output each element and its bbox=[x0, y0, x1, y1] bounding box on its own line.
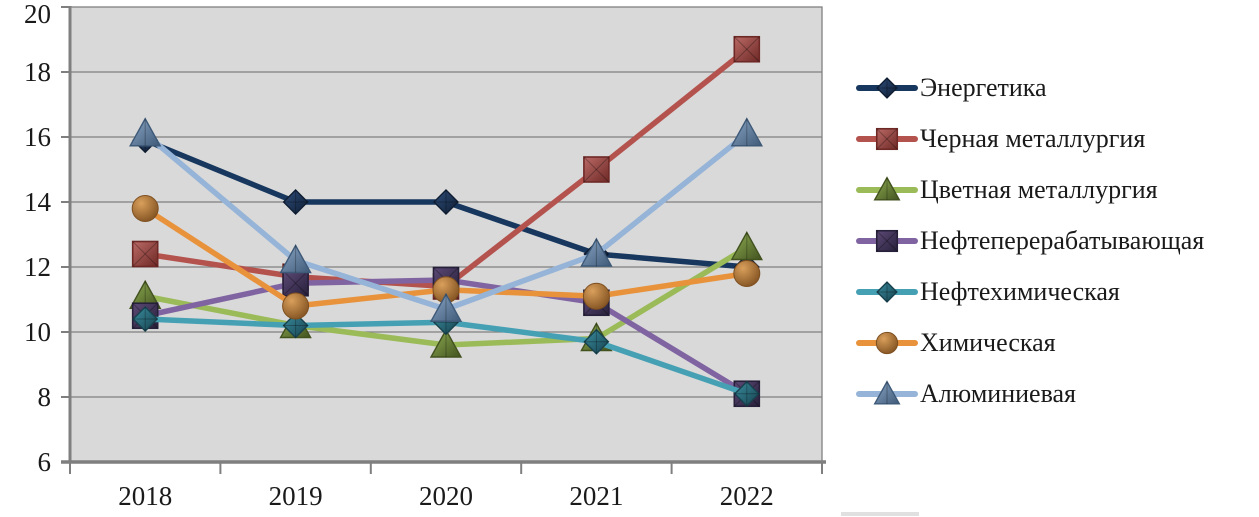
series-7-point bbox=[730, 117, 763, 147]
series-7-point bbox=[129, 117, 162, 147]
legend-label: Нефтеперерабатывающая bbox=[920, 225, 1205, 255]
y-axis-label: 6 bbox=[38, 447, 52, 477]
series-5-point bbox=[733, 380, 760, 407]
x-axis-label: 2018 bbox=[118, 481, 172, 511]
legend-marker-square-icon bbox=[856, 229, 918, 252]
legend-marker-triangle-icon bbox=[856, 379, 918, 405]
series-6-point bbox=[131, 195, 159, 222]
x-axis-label: 2020 bbox=[419, 481, 473, 511]
y-axis-label: 18 bbox=[24, 57, 51, 87]
series-2-point bbox=[131, 240, 159, 268]
series-2-point bbox=[733, 35, 761, 63]
legend-marker-5 bbox=[876, 280, 898, 303]
legend-item-3: Цветная металлургия bbox=[856, 164, 1204, 215]
plot-area bbox=[70, 7, 822, 462]
y-axis-label: 14 bbox=[24, 187, 52, 217]
legend-marker-1 bbox=[876, 76, 898, 99]
legend-item-2: Черная металлургия bbox=[856, 113, 1204, 164]
series-1-point bbox=[282, 189, 309, 215]
series-6-point bbox=[582, 282, 610, 310]
y-axis-label: 10 bbox=[24, 317, 51, 347]
legend-marker-4 bbox=[875, 229, 899, 252]
legend-label: Черная металлургия bbox=[920, 123, 1146, 153]
y-axis-label: 20 bbox=[24, 0, 51, 29]
legend-marker-6 bbox=[875, 331, 899, 354]
series-2-point bbox=[583, 156, 610, 183]
clipped-axis-title: млн bbox=[92, 0, 172, 5]
series-7-point bbox=[580, 237, 613, 267]
legend-marker-diamond-icon bbox=[856, 280, 918, 303]
y-axis-label: 8 bbox=[38, 382, 52, 412]
legend-marker-diamond-icon bbox=[856, 76, 918, 99]
x-axis-label: 2021 bbox=[569, 481, 623, 511]
series-3-point bbox=[730, 231, 763, 261]
series-7-point bbox=[279, 244, 312, 274]
legend-label: Химическая bbox=[920, 327, 1056, 357]
clipped-axis-title-text: млн bbox=[92, 0, 172, 5]
legend-label: Энергетика bbox=[920, 72, 1047, 102]
legend-marker-square-icon bbox=[856, 127, 918, 150]
legend-label: Алюминиевая bbox=[920, 378, 1076, 408]
y-axis-label: 12 bbox=[24, 252, 51, 282]
legend-item-5: Нефтехимическая bbox=[856, 266, 1204, 317]
series-6-point bbox=[733, 260, 761, 287]
legend-item-1: Энергетика bbox=[856, 62, 1204, 113]
legend-marker-circle-icon bbox=[856, 331, 918, 354]
series-5-point bbox=[583, 328, 610, 355]
legend-marker-3 bbox=[873, 175, 901, 201]
cropped-caption-artifact bbox=[841, 512, 919, 516]
series-6-point bbox=[282, 292, 310, 320]
series-1-point bbox=[433, 189, 459, 215]
legend-label: Цветная металлургия bbox=[920, 174, 1158, 204]
legend-label: Нефтехимическая bbox=[920, 276, 1120, 306]
y-axis-label: 16 bbox=[24, 122, 51, 152]
chart-legend: Энергетика Черная металлургия Цветная мета… bbox=[856, 62, 1204, 419]
legend-item-4: Нефтеперерабатывающая bbox=[856, 215, 1204, 266]
legend-marker-triangle-icon bbox=[856, 175, 918, 201]
line-chart-plot: 6 8 10 12 14 16 18 20 2018 2019 2020 2021 2022 bbox=[24, 0, 826, 511]
x-axis-label: 2022 bbox=[720, 481, 774, 511]
legend-marker-2 bbox=[875, 127, 899, 150]
legend-marker-7 bbox=[873, 379, 901, 405]
legend-item-7: Алюминиевая bbox=[856, 368, 1204, 419]
series-5-point bbox=[132, 306, 159, 332]
legend-item-6: Химическая bbox=[856, 317, 1204, 368]
series-7-point bbox=[429, 292, 463, 322]
series-4-point bbox=[282, 269, 309, 297]
x-axis-label: 2019 bbox=[269, 481, 323, 511]
